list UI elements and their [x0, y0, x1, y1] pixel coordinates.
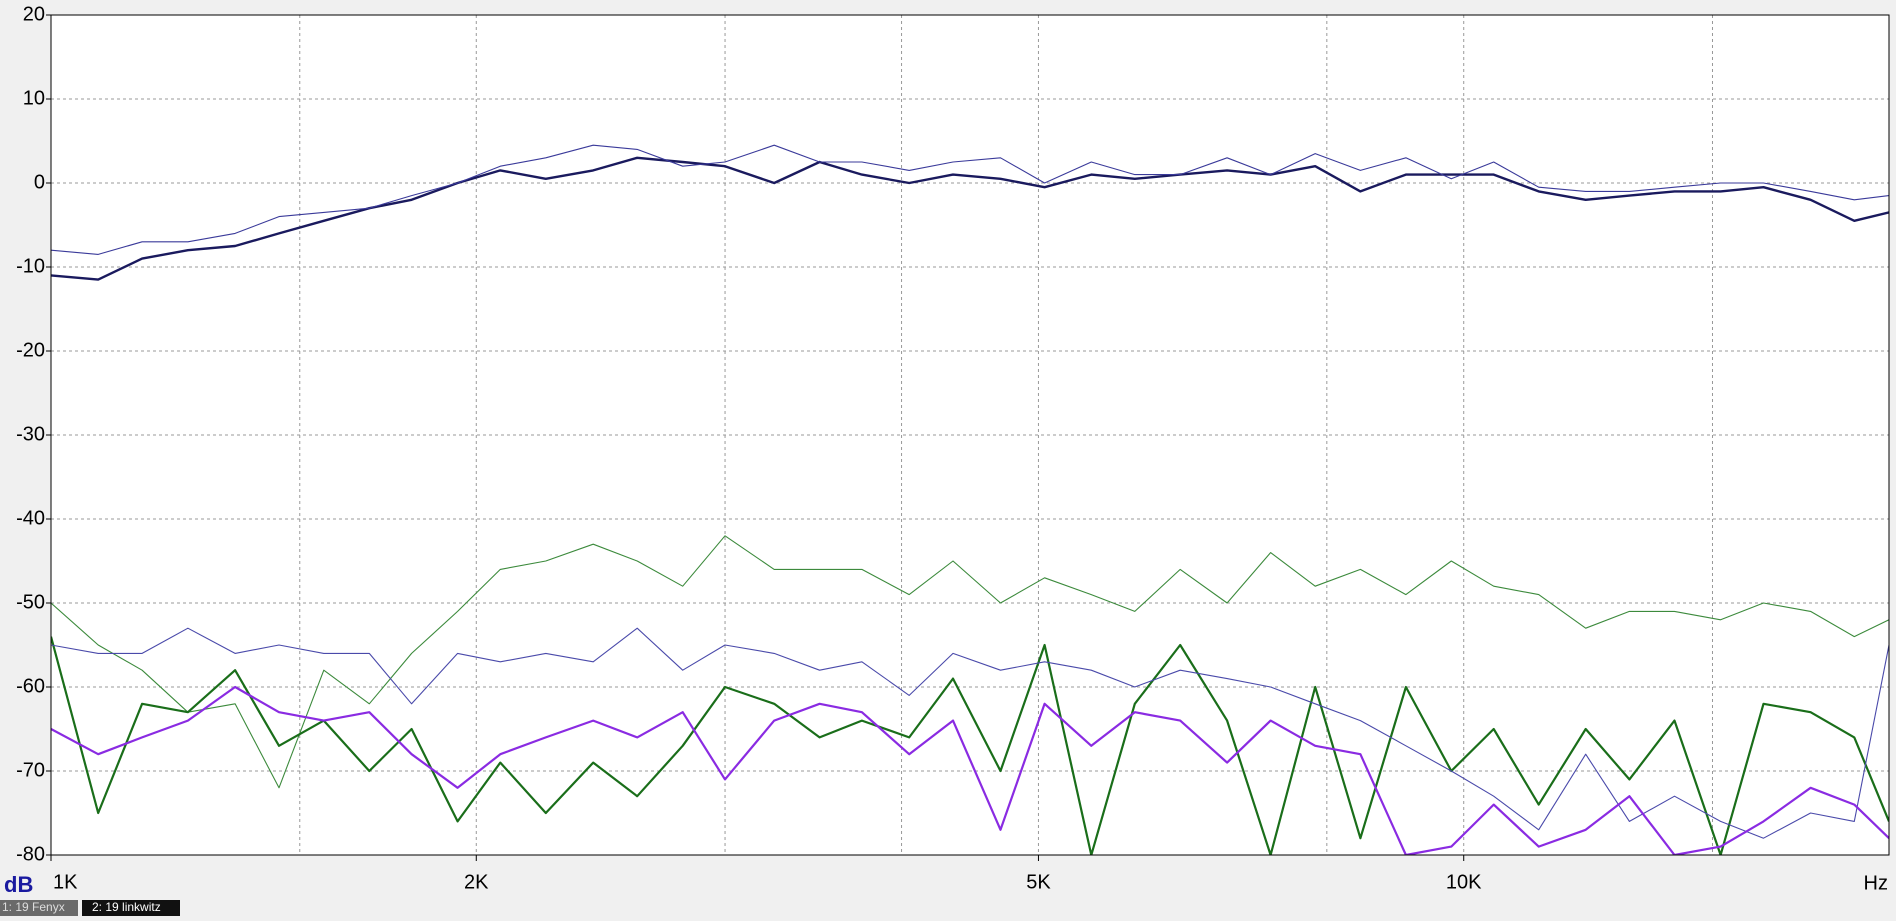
- series-line: [51, 535, 1889, 789]
- y-tick-label: -70: [16, 759, 45, 781]
- tab-label[interactable]: 1: 19 Fenyx: [2, 900, 65, 914]
- y-tick-label: -30: [16, 423, 45, 445]
- tab-label[interactable]: 2: 19 linkwitz: [92, 900, 161, 914]
- y-tick-label: -10: [16, 255, 45, 277]
- y-tick-label: -40: [16, 507, 45, 529]
- series-line: [51, 156, 1889, 281]
- x-tick-label: 5K: [1026, 871, 1051, 893]
- plot-frame: [50, 14, 1890, 856]
- y-tick-label: 10: [23, 87, 45, 109]
- tab[interactable]: [0, 900, 78, 916]
- y-tick-label: -20: [16, 339, 45, 361]
- y-tick-label: 20: [23, 3, 45, 25]
- x-tick-label: 2K: [464, 871, 489, 893]
- series-line: [51, 636, 1889, 855]
- y-tick-label: -50: [16, 591, 45, 613]
- y-tick-label: -60: [16, 675, 45, 697]
- y-tick-label: 0: [34, 171, 45, 193]
- series-group: [51, 144, 1889, 855]
- x-tick-label: 10K: [1446, 871, 1482, 893]
- series-line: [51, 627, 1889, 839]
- y-tick-label: -80: [16, 843, 45, 865]
- x-axis-label: Hz: [1864, 872, 1888, 894]
- tab[interactable]: [82, 900, 180, 916]
- series-line: [51, 144, 1889, 255]
- x-tick-label: 1K: [53, 871, 78, 893]
- y-axis-label: dB: [4, 872, 33, 897]
- series-line: [51, 685, 1889, 855]
